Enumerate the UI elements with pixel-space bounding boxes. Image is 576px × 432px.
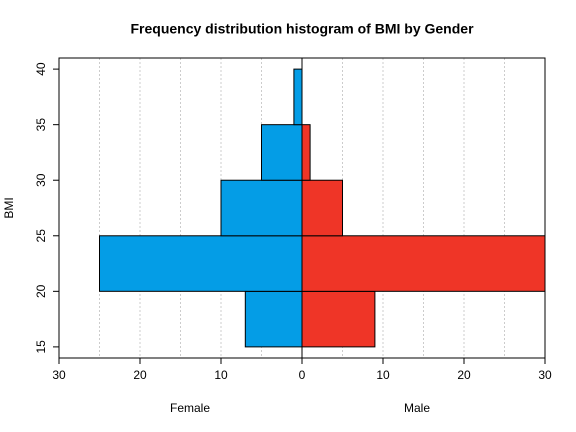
bar (99, 235, 303, 292)
y-tick-label: 15 (34, 340, 48, 354)
bar (244, 290, 303, 348)
bar (301, 235, 546, 292)
y-tick-label: 30 (34, 173, 48, 187)
bar (261, 124, 303, 181)
bar (220, 179, 303, 237)
bar (301, 290, 376, 348)
bar (301, 179, 343, 237)
chart-title: Frequency distribution histogram of BMI … (130, 21, 474, 37)
y-tick-label: 35 (34, 118, 48, 132)
bar (293, 68, 303, 126)
x-tick-label: 30 (538, 368, 552, 382)
x-tick-label: 30 (52, 368, 66, 382)
x-axis-label: Male (404, 401, 430, 415)
x-tick-label: 10 (376, 368, 390, 382)
plot-frame (58, 57, 546, 359)
y-tick-label: 20 (34, 284, 48, 298)
y-axis-label: BMI (2, 197, 16, 218)
x-tick-label: 20 (133, 368, 147, 382)
bar (301, 124, 311, 181)
y-tick-label: 40 (34, 62, 48, 76)
x-tick-label: 10 (214, 368, 228, 382)
x-axis-label: Female (170, 401, 210, 415)
x-tick-label: 0 (299, 368, 306, 382)
y-tick-label: 25 (34, 229, 48, 243)
x-tick-label: 20 (457, 368, 471, 382)
